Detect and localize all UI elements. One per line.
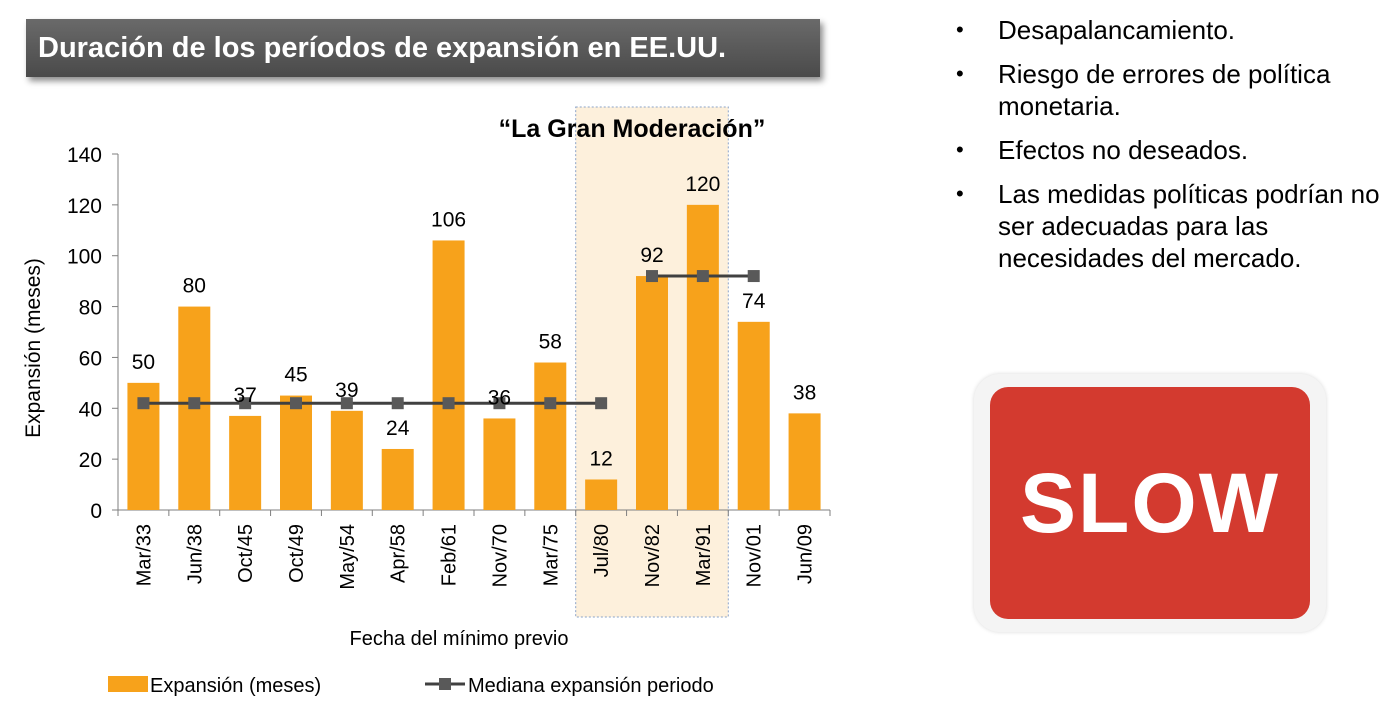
bullet-item: • Desapalancamiento. <box>956 15 1236 45</box>
data-label: 74 <box>742 290 766 313</box>
bar <box>432 240 465 510</box>
median-marker <box>595 397 608 410</box>
y-tick-label: 40 <box>79 398 102 421</box>
x-tick-label: May/54 <box>337 524 359 590</box>
bullet-item: • Riesgo de errores de política monetaria… <box>956 59 1331 121</box>
x-tick-label: Nov/82 <box>642 524 664 587</box>
data-label: 58 <box>539 331 562 354</box>
bar <box>686 204 719 510</box>
y-tick-label: 80 <box>79 297 102 320</box>
legend-label-bars: Expansión (meses) <box>150 675 321 697</box>
x-tick-label: Jun/09 <box>795 524 817 584</box>
data-label: 50 <box>132 351 155 374</box>
legend-label-line: Mediana expansión periodo <box>468 675 714 697</box>
data-label: 24 <box>386 417 410 440</box>
median-marker <box>493 397 506 410</box>
bar <box>229 415 262 510</box>
annotation-label: “La Gran Moderación” <box>499 115 766 143</box>
x-tick-label: Jul/80 <box>591 524 613 577</box>
bullet-item: • Las medidas políticas podrían no ser ad… <box>956 179 1380 273</box>
x-axis-title: Fecha del mínimo previo <box>350 628 569 650</box>
y-tick-label: 60 <box>79 347 102 370</box>
data-label: 45 <box>284 364 307 387</box>
bar <box>585 479 618 510</box>
x-tick-label: Oct/49 <box>286 524 308 583</box>
legend-swatch-marker <box>439 678 451 690</box>
data-label: 120 <box>685 173 720 196</box>
x-tick-label: Jun/38 <box>184 524 206 584</box>
data-label: 37 <box>233 384 256 407</box>
y-tick-label: 0 <box>90 500 102 523</box>
title-banner: Duración de los períodos de expansión en… <box>26 19 820 77</box>
data-label: 36 <box>488 386 511 409</box>
median-marker <box>290 397 302 410</box>
bar <box>636 276 668 510</box>
x-tick-label: Mar/75 <box>540 524 562 586</box>
y-tick-label: 100 <box>67 246 102 269</box>
bar <box>737 321 770 510</box>
median-marker <box>696 270 709 283</box>
x-tick-label: Mar/33 <box>133 524 155 586</box>
bar <box>381 448 414 510</box>
median-marker <box>239 397 252 410</box>
median-marker <box>188 397 201 410</box>
bullet-item: • Efectos no deseados. <box>956 135 1249 165</box>
data-label: 39 <box>335 379 358 402</box>
expansion-chart: 0 20 40 60 80 100 120 140 Mar/33 Jun/38 Oct/45 Oct/… <box>22 106 831 697</box>
median-marker <box>137 397 150 410</box>
bar <box>483 418 516 510</box>
bar <box>280 395 312 510</box>
slow-sign-text: SLOW <box>1020 455 1280 550</box>
median-marker <box>646 270 658 283</box>
x-tick-label: Nov/70 <box>489 524 511 587</box>
x-tick-label: Nov/01 <box>744 524 766 587</box>
slow-sign-face: SLOW <box>990 387 1310 619</box>
median-marker <box>391 397 404 410</box>
bar <box>788 413 821 510</box>
median-marker <box>747 270 760 283</box>
legend-swatch-bars <box>108 676 148 692</box>
y-tick-label: 20 <box>79 449 102 472</box>
median-marker <box>544 397 557 410</box>
data-label: 92 <box>640 244 663 267</box>
x-tick-label: Oct/45 <box>235 524 257 583</box>
median-marker <box>442 397 455 410</box>
slow-sign: SLOW <box>974 374 1326 632</box>
bullet-list: • Desapalancamiento. • Riesgo de errores d… <box>952 14 1382 286</box>
y-axis-title: Expansión (meses) <box>22 258 45 438</box>
x-tick-label: Apr/58 <box>388 524 410 583</box>
bar <box>534 362 567 510</box>
median-marker <box>340 397 353 410</box>
x-tick-label: Feb/61 <box>439 524 461 586</box>
y-tick-label: 140 <box>67 144 102 167</box>
page-title: Duración de los períodos de expansión en… <box>38 31 727 64</box>
y-tick-label: 120 <box>67 195 102 218</box>
data-label: 106 <box>431 208 466 231</box>
data-label: 80 <box>183 275 206 298</box>
data-label: 12 <box>589 447 612 470</box>
data-label: 38 <box>793 381 816 404</box>
bar <box>330 410 363 510</box>
x-tick-label: Mar/91 <box>693 524 715 586</box>
